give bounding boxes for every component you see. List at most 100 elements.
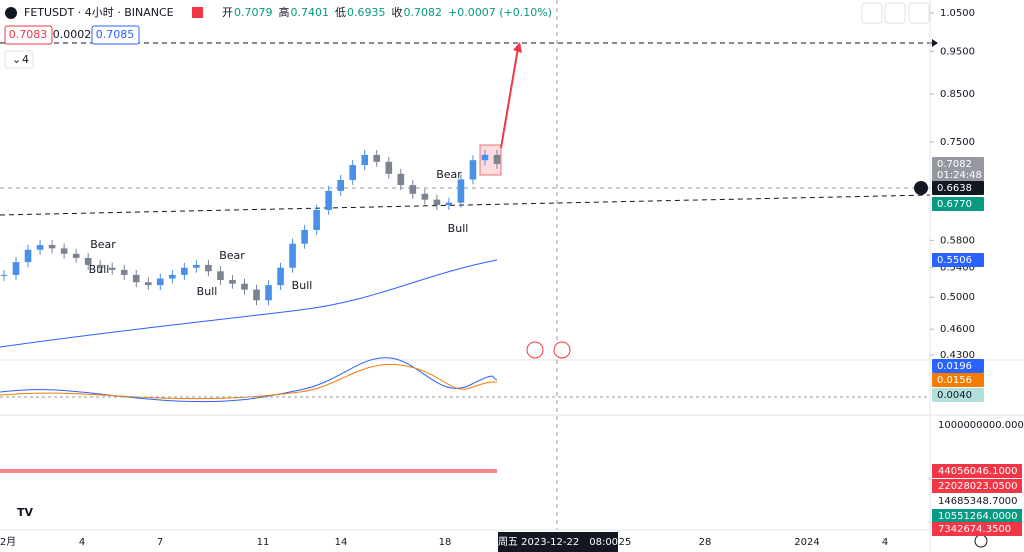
volume-band — [0, 469, 497, 473]
layers-count: 4 — [22, 53, 29, 66]
crosshair-time: 周五 2023-12-22 08:00 — [498, 536, 618, 548]
candle — [0, 274, 8, 276]
candle — [169, 274, 176, 279]
candle — [12, 262, 20, 275]
x-tick-label: 4 — [79, 537, 85, 548]
volume-badge — [932, 522, 1022, 536]
bid: 0.7083 — [9, 28, 48, 41]
candle — [229, 279, 236, 284]
candle — [60, 248, 68, 254]
x-tick-label: 2月 — [0, 536, 16, 548]
crosshair-time-box — [498, 532, 618, 552]
candle — [289, 243, 296, 268]
y-tick-label: 0.5800 — [940, 235, 975, 246]
candle — [120, 269, 128, 275]
add-button[interactable] — [914, 181, 928, 195]
collapse-button[interactable] — [884, 2, 906, 24]
volume-badge — [932, 464, 1022, 478]
bid-box[interactable] — [4, 25, 53, 45]
candle — [421, 193, 429, 200]
candle — [48, 245, 56, 249]
candle — [301, 229, 308, 244]
candle — [385, 161, 393, 174]
candle — [409, 185, 417, 194]
price-badge-label: 0.0196 — [937, 361, 972, 372]
event-icon[interactable] — [526, 341, 544, 359]
ohlc-value: 0.7401 — [291, 6, 330, 19]
volume-label: 22028023.0500 — [938, 481, 1018, 492]
candle — [205, 264, 212, 272]
volume-label: 7342674.3500 — [938, 524, 1011, 535]
event-icon[interactable] — [553, 341, 571, 359]
candle — [337, 179, 344, 191]
candle — [433, 199, 441, 206]
x-tick-label: 25 — [619, 537, 632, 548]
scroll-button[interactable] — [861, 2, 883, 24]
candle — [24, 249, 32, 263]
ask-box[interactable] — [91, 25, 140, 45]
ohlc-label: 开 — [222, 6, 233, 19]
price-badge — [932, 253, 984, 267]
price-badge-label: 0.6638 — [937, 183, 972, 194]
candle — [217, 271, 224, 280]
price-badge — [932, 168, 984, 182]
refresh-button[interactable] — [908, 2, 930, 24]
candle — [84, 257, 92, 265]
candle — [481, 154, 489, 161]
candle — [96, 264, 104, 268]
signal-label: Bear — [436, 168, 462, 181]
signal-label: Bull — [292, 279, 313, 292]
x-tick-label: 28 — [699, 537, 712, 548]
x-tick-label: 4 — [882, 537, 888, 548]
x-tick-label: 7 — [157, 537, 163, 548]
signal-label: Bear — [90, 238, 116, 251]
ohlc-value: 0.6935 — [347, 6, 386, 19]
signal-label: Bull — [197, 285, 218, 298]
ohlc-label: 高 — [279, 5, 290, 19]
volume-label: 44056046.1000 — [938, 466, 1018, 477]
price-badge-label: 0.0040 — [937, 390, 972, 401]
candle — [349, 165, 357, 180]
ohlc-label: 收 — [392, 5, 403, 19]
x-tick-label: 11 — [257, 537, 270, 548]
volume-label: 14685348.7000 — [938, 496, 1018, 507]
candle — [181, 267, 188, 275]
y-tick-label: 0.7500 — [940, 137, 975, 148]
candle — [132, 274, 140, 283]
y-tick-label: 0.4300 — [940, 350, 975, 361]
long-ma — [0, 259, 498, 348]
price-badge-label: 0.0156 — [937, 375, 972, 386]
y-tick-label: 0.5000 — [940, 292, 975, 303]
symbol-icon — [5, 7, 17, 19]
arrow-head — [932, 39, 938, 47]
layers-toggle[interactable] — [4, 50, 34, 69]
ohlc-value: 0.7079 — [234, 6, 273, 19]
y-tick-label: 0.8500 — [940, 89, 975, 100]
y-tick-label: 1.0500 — [940, 8, 975, 19]
price-badge-label: 0.5506 — [937, 255, 972, 266]
candle — [241, 283, 248, 290]
signal-line — [0, 363, 498, 400]
price-badge — [932, 197, 984, 211]
trend-line — [0, 194, 931, 216]
price-badge-label: 01:24:48 — [937, 170, 982, 181]
price-badge — [932, 373, 984, 387]
candle — [72, 253, 80, 258]
flag-icon[interactable] — [192, 7, 203, 18]
candle — [108, 267, 116, 270]
candle — [445, 202, 453, 206]
candle — [469, 160, 477, 180]
ohlc-value: 0.7082 — [404, 6, 443, 19]
projection-arrow — [500, 47, 519, 149]
candle — [157, 278, 164, 286]
volume-badge — [932, 479, 1022, 493]
price-badge — [932, 157, 984, 171]
candle — [361, 154, 369, 166]
volume-label: 10551264.0000 — [938, 511, 1018, 522]
candle — [313, 209, 320, 230]
candle — [193, 264, 200, 268]
signal-label: Bear — [219, 249, 245, 262]
candle — [144, 282, 152, 286]
signal-label: Bull — [448, 222, 469, 235]
